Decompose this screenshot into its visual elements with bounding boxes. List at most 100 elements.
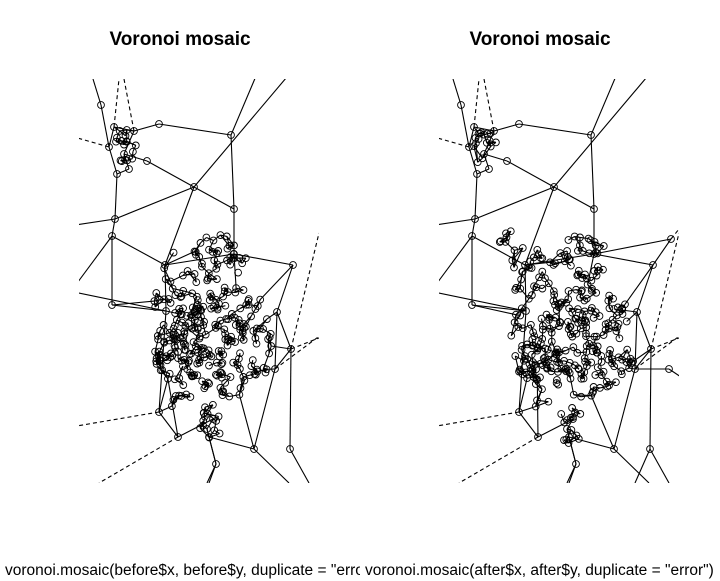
mosaic-dummy-edge [650,232,679,350]
mosaic-vertex [528,341,537,350]
mosaic-vertex [565,304,573,313]
mosaic-vertex [160,264,169,273]
mosaic-edge [618,349,628,358]
mosaic-vertex [533,245,542,254]
mosaic-vertex [152,357,161,366]
mosaic-vertex [205,351,214,359]
mosaic-vertex [626,354,635,363]
mosaic-vertex [585,249,594,258]
mosaic-vertex [256,295,265,304]
mosaic-vertex [564,325,573,333]
mosaic-vertex [514,323,523,331]
mosaic-edge [231,307,241,315]
mosaic-edge [163,339,170,343]
mosaic-vertex [605,304,614,313]
mosaic-vertex [549,287,558,296]
mosaic-vertex [256,324,264,333]
mosaic-edge [571,407,581,415]
mosaic-vertex [251,305,260,313]
mosaic-vertex [618,310,627,318]
mosaic-vertex [595,312,604,320]
mosaic-edge [108,146,118,175]
mosaic-edge [553,186,595,210]
mosaic-dummy-edge [634,335,679,370]
mosaic-vertex [187,311,196,320]
mosaic-vertex [200,412,209,421]
mosaic-vertex [596,384,604,392]
mosaic-edge [620,371,623,375]
mosaic-dummy-edge [439,137,470,148]
mosaic-vertex [229,253,238,262]
mosaic-vertex [576,410,585,418]
mosaic-vertex [111,215,119,223]
mosaic-edge [584,361,588,367]
mosaic-edge [533,285,537,288]
mosaic-vertex [568,332,577,341]
mosaic-edge [170,275,184,282]
mosaic-vertex [597,358,606,366]
mosaic-edge [154,339,159,352]
mosaic-edge [159,351,167,357]
mosaic-vertex [539,322,547,330]
mosaic-vertex [162,352,171,361]
mosaic-edge [174,308,180,314]
mosaic-edge [510,322,516,336]
mosaic-edge [194,324,204,328]
mosaic-edge [481,146,492,159]
mosaic-edge [174,347,179,353]
mosaic-vertex [105,143,113,151]
mosaic-edge [613,448,650,483]
mosaic-vertex [229,358,238,367]
mosaic-edge [452,79,462,106]
mosaic-vertex [572,431,581,440]
mosaic-vertex [208,248,217,256]
mosaic-vertex [601,326,610,334]
mosaic-edge [483,133,488,136]
mosaic-vertex [198,262,206,271]
mosaic-dummy-edge [98,436,179,483]
mosaic-edge [231,313,236,319]
mosaic-vertex [579,374,588,383]
mosaic-vertex [552,379,561,387]
mosaic-edge [289,348,292,450]
mosaic-vertex [242,322,250,331]
mosaic-vertex [155,347,164,356]
mosaic-edge [209,432,220,439]
mosaic-edge [200,316,205,323]
mosaic-dummy-edge [79,411,160,427]
mosaic-vertex [120,140,128,149]
mosaic-vertex [224,288,232,296]
mosaic-vertex [267,342,276,350]
mosaic-vertex [204,378,212,387]
mosaic-vertex [617,367,626,376]
mosaic-edge [483,153,490,170]
mosaic-edge [505,241,515,251]
mosaic-vertex [529,328,537,337]
mosaic-edge [157,330,161,337]
mosaic-edge [606,381,616,383]
mosaic-vertex [553,376,561,384]
mosaic-edge [590,395,615,450]
mosaic-vertex [551,301,559,309]
mosaic-edge [173,345,176,348]
mosaic-vertex [564,295,573,303]
mosaic-vertex [220,325,229,334]
mosaic-edge [208,240,214,250]
mosaic-edge [201,380,209,384]
mosaic-vertex [538,325,547,334]
mosaic-vertex [605,324,614,333]
mosaic-edge [172,288,184,292]
mosaic-edge [199,427,210,438]
mosaic-edge [549,325,560,330]
mosaic-vertex [534,433,542,441]
mosaic-vertex [213,321,222,330]
mosaic-dummy-edge [123,79,135,132]
mosaic-vertex [217,360,226,368]
mosaic-vertex [230,205,238,213]
mosaic-edge [208,362,217,367]
mosaic-vertex [563,247,571,255]
mosaic-edge [254,299,261,310]
mosaic-vertex [612,327,621,336]
mosaic-vertex [160,337,168,346]
mosaic-vertex [470,123,478,131]
